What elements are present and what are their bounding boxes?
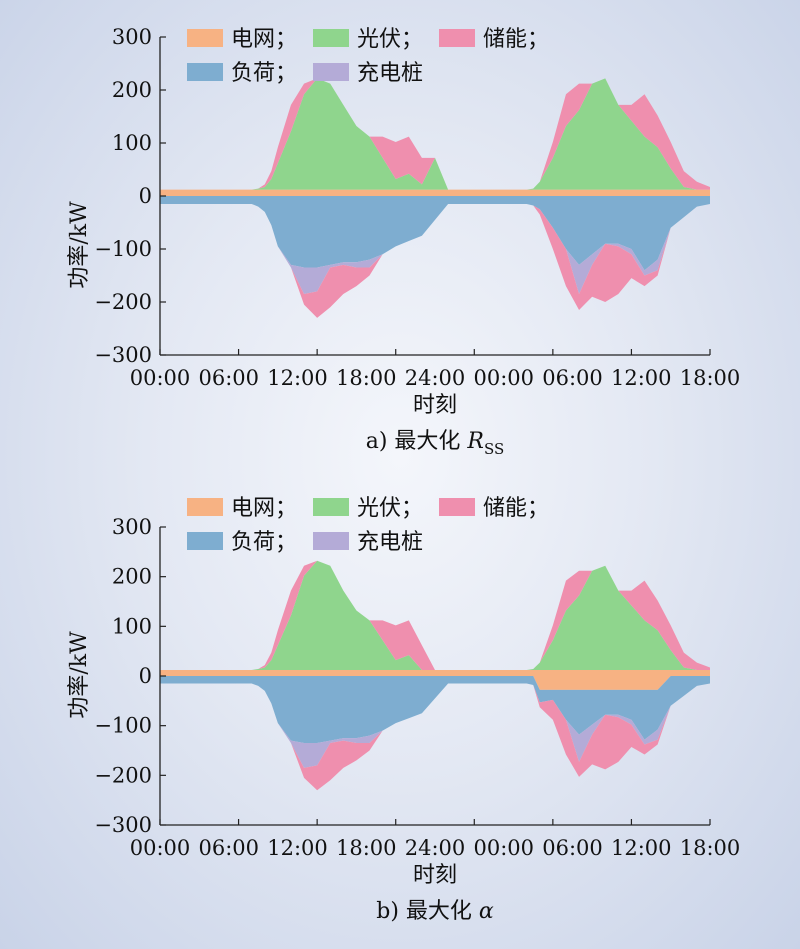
y-tick-label: −300 xyxy=(94,343,152,367)
x-tick-label: 12:00 xyxy=(611,366,672,390)
y-tick-label: −100 xyxy=(94,237,152,261)
x-tick-label: 06:00 xyxy=(198,366,259,390)
panel-caption: a) 最大化 RSS xyxy=(366,429,505,458)
legend-label: 储能； xyxy=(483,496,549,521)
legend-item: 电网； xyxy=(187,27,297,52)
legend-swatch xyxy=(313,63,349,81)
x-tick-label: 00:00 xyxy=(130,366,191,390)
legend-item: 负荷； xyxy=(187,530,297,555)
x-tick-label: 00:00 xyxy=(473,366,534,390)
x-tick-label: 06:00 xyxy=(542,366,603,390)
area-storage-supply xyxy=(160,78,710,190)
legend-label: 储能； xyxy=(483,27,549,52)
area-grid-demand xyxy=(160,676,710,690)
y-tick-label: 0 xyxy=(139,184,152,208)
legend-item: 光伏； xyxy=(313,27,423,52)
legend-label: 光伏； xyxy=(357,496,423,521)
x-tick-label: 18:00 xyxy=(336,366,397,390)
legend-item: 电网； xyxy=(187,496,297,521)
legend-swatch xyxy=(439,498,475,516)
x-tick-label: 12:00 xyxy=(267,836,328,860)
legend-swatch xyxy=(313,498,349,516)
x-tick-label: 18:00 xyxy=(336,836,397,860)
legend-swatch xyxy=(187,532,223,550)
legend-label: 电网； xyxy=(231,27,297,52)
x-tick-label: 12:00 xyxy=(267,366,328,390)
panel-a: −300 −200 −100 0 100 200 300 00:00 06:00 12:00 18:… xyxy=(67,25,740,458)
y-tick-label: 100 xyxy=(112,614,152,638)
legend-swatch xyxy=(187,498,223,516)
area-load-demand xyxy=(160,676,710,744)
legend-label: 光伏； xyxy=(357,27,423,52)
panel-caption: b) 最大化 α xyxy=(376,899,494,924)
y-axis-label: 功率/kW xyxy=(67,201,92,289)
y-tick-label: −200 xyxy=(94,763,152,787)
y-tick-label: −300 xyxy=(94,813,152,837)
legend-label: 负荷； xyxy=(231,61,297,86)
x-tick-label: 18:00 xyxy=(680,836,741,860)
legend-swatch xyxy=(313,29,349,47)
area-grid-supply xyxy=(160,670,710,676)
area-pv-supply xyxy=(160,560,710,671)
x-axis-label: 时刻 xyxy=(413,863,457,888)
y-tick-label: 0 xyxy=(139,664,152,688)
x-axis-label: 时刻 xyxy=(413,393,457,418)
x-tick-label: 24:00 xyxy=(405,366,466,390)
area-storage-demand xyxy=(160,203,710,318)
area-load-demand xyxy=(160,196,710,271)
legend-item: 充电桩 xyxy=(313,530,423,555)
legend-swatch xyxy=(187,29,223,47)
legend-label: 电网； xyxy=(231,496,297,521)
y-tick-label: −200 xyxy=(94,290,152,314)
y-tick-label: 200 xyxy=(112,78,152,102)
y-axis-label: 功率/kW xyxy=(67,631,92,719)
x-tick-label: 12:00 xyxy=(611,836,672,860)
area-storage-demand xyxy=(160,683,710,791)
legend-label: 负荷； xyxy=(231,530,297,555)
legend-item: 充电桩 xyxy=(313,61,423,86)
legend-item: 储能； xyxy=(439,27,549,52)
legend-item: 储能； xyxy=(439,496,549,521)
legend-item: 光伏； xyxy=(313,496,423,521)
legend-item: 负荷； xyxy=(187,61,297,86)
y-tick-label: 200 xyxy=(112,565,152,589)
x-tick-label: 06:00 xyxy=(198,836,259,860)
area-storage-supply xyxy=(160,560,710,671)
x-tick-label: 00:00 xyxy=(473,836,534,860)
legend-label: 充电桩 xyxy=(357,61,423,86)
legend-swatch xyxy=(313,532,349,550)
area-pv-supply xyxy=(160,78,710,190)
legend-swatch xyxy=(439,29,475,47)
area-grid-supply xyxy=(160,189,710,196)
x-tick-label: 18:00 xyxy=(680,366,741,390)
x-tick-label: 06:00 xyxy=(542,836,603,860)
y-tick-label: 100 xyxy=(112,131,152,155)
y-tick-label: −100 xyxy=(94,714,152,738)
legend-label: 充电桩 xyxy=(357,530,423,555)
legend-swatch xyxy=(187,63,223,81)
area-charger-demand xyxy=(160,683,710,768)
y-tick-label: 300 xyxy=(112,515,152,539)
x-tick-label: 24:00 xyxy=(405,836,466,860)
y-tick-label: 300 xyxy=(112,25,152,49)
panel-b: −300 −200 −100 0 100 200 300 00:00 06:00 12:00 18:… xyxy=(67,496,740,924)
x-tick-label: 00:00 xyxy=(130,836,191,860)
